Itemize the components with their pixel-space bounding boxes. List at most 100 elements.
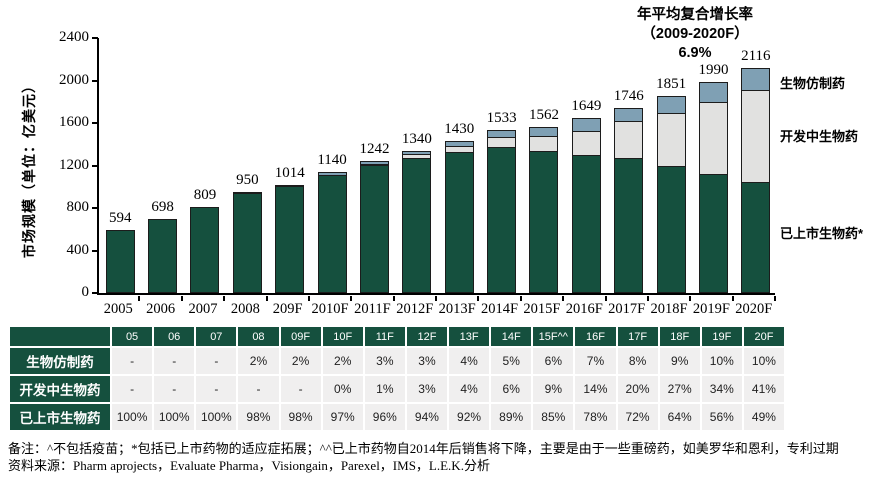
bar-slot-2006: 698 [141,38,183,293]
bar-slot-2010F: 1140 [311,38,353,293]
x-tick-mark [477,296,480,301]
x-tick-label: 2008 [230,301,260,317]
table-col-header: 12F [406,327,447,346]
bar-segment-marketed [698,174,728,293]
bar-segment-in-development [741,90,771,183]
bar-segment-biosimilar [741,68,771,91]
bar-value-label: 1562 [528,107,559,124]
table-cell: 49% [743,404,784,430]
table-cell: 94% [406,404,447,430]
table-corner-cell [10,327,110,346]
table-cell: 8% [617,348,658,374]
bar-2018F [656,96,686,293]
table-cell: 100% [154,404,195,430]
x-tick-mark [180,296,183,301]
bar-slot-2011F: 1242 [353,38,395,293]
bar-slot-2015F: 1562 [523,38,565,293]
bar-segment-marketed [105,229,135,293]
cagr-value: 6.9% [678,45,712,61]
table-cell: - [112,376,153,402]
table-col-header: 08 [238,327,279,346]
table-col-header: 10F [322,327,363,346]
x-tick-mark [562,296,565,301]
bar-segment-in-development [614,122,644,160]
bar-slot-2019F: 1990 [692,38,734,293]
y-tick-mark [92,164,98,167]
table-row: 已上市生物药 100% 100% 100% 98% 98% 97% 96% 94% 92% 89% 8… [10,404,784,430]
bar-2005 [105,229,135,293]
bar-slot-2012F: 1340 [396,38,438,293]
bar-segment-marketed [571,156,601,293]
bar-2008 [232,192,262,293]
bar-2020F [741,68,771,293]
table-row-label: 开发中生物药 [10,376,110,402]
bar-value-label: 698 [151,198,174,215]
table-cell: 5% [491,348,532,374]
x-tick-label: 2005 [103,301,133,317]
bar-2013F [444,141,474,293]
bar-segment-biosimilar [656,96,686,115]
table-cell: 6% [533,348,574,374]
bar-value-label: 2116 [741,48,771,65]
cagr-line2: （2009-2020F） [641,26,749,42]
table-col-header: 15F^^ [533,327,574,346]
table-col-header: 18F [659,327,700,346]
plot-area: 594 698 809 950 1014 1140 1242 1340 1430 1533 1562… [97,38,775,295]
table-col-header: 16F [575,327,616,346]
bar-segment-biosimilar [571,117,601,132]
bar-2011F [359,161,389,293]
y-tick-mark [92,249,98,252]
table-row: 生物仿制药 - - -2% 2% 2% 3% 3% 4% 5% 6% 7% 8% 9% 10% 10% [10,348,784,374]
bar-segment-marketed [529,151,559,293]
cagr-line1: 年平均复合增长率 [637,7,753,23]
bar-segment-marketed [487,148,517,293]
x-tick-label: 2012F [396,301,434,317]
bar-value-label: 950 [236,172,259,189]
y-tick-mark [92,37,98,39]
bar-segment-marketed [317,175,347,293]
table-cell: 96% [364,404,405,430]
x-tick-mark [138,296,141,301]
x-tick-label: 2007 [188,301,218,317]
note-line: 备注：^不包括疫苗；*包括已上市药物的适应症拓展；^^已上市药物自2014年后销… [8,441,839,456]
bar-segment-in-development [487,138,517,149]
bar-209F [275,185,305,293]
bar-segment-in-development [656,114,686,168]
bar-segment-in-development [444,147,474,154]
bar-segment-biosimilar [614,107,644,123]
bar-2014F [487,130,517,293]
table-cell: 20% [617,376,658,402]
table-cell: 4% [449,376,490,402]
table-cell: 9% [659,348,700,374]
table-cell: 97% [322,404,363,430]
bar-slot-2008: 950 [226,38,268,293]
x-tick-label: 2016F [565,301,603,317]
table-cell: 7% [575,348,616,374]
table-cell: 4% [449,348,490,374]
bar-slot-2007: 809 [184,38,226,293]
bar-value-label: 1649 [571,97,602,114]
table-cell: 64% [659,404,700,430]
share-table: 05 06 07 08 09F 10F 11F 12F 13F 14F 15F^^ 16F 17F 18F… [8,325,786,432]
table-col-header: 09F [280,327,321,346]
bar-segment-biosimilar [232,192,262,195]
x-tick-mark [604,296,607,301]
legend-marketed: 已上市生物药* [780,226,864,241]
y-tick-mark [92,122,98,124]
table-row-label: 已上市生物药 [10,404,110,430]
table-col-header: 05 [112,327,153,346]
x-tick-label: 2020F [735,301,773,317]
table-cell: 2% [280,348,321,374]
table-cell: 1% [364,376,405,402]
notes-block: 备注：^不包括疫苗；*包括已上市药物的适应症拓展；^^已上市药物自2014年后销… [8,440,876,474]
table-cell: - [196,348,237,374]
bar-2006 [148,218,178,293]
bar-segment-biosimilar [529,127,559,138]
table-cell: - [280,376,321,402]
x-tick-mark [307,296,310,301]
x-tick-mark [689,296,692,301]
bar-segment-marketed [232,194,262,293]
table-col-header: 11F [364,327,405,346]
bar-segment-marketed [148,218,178,293]
